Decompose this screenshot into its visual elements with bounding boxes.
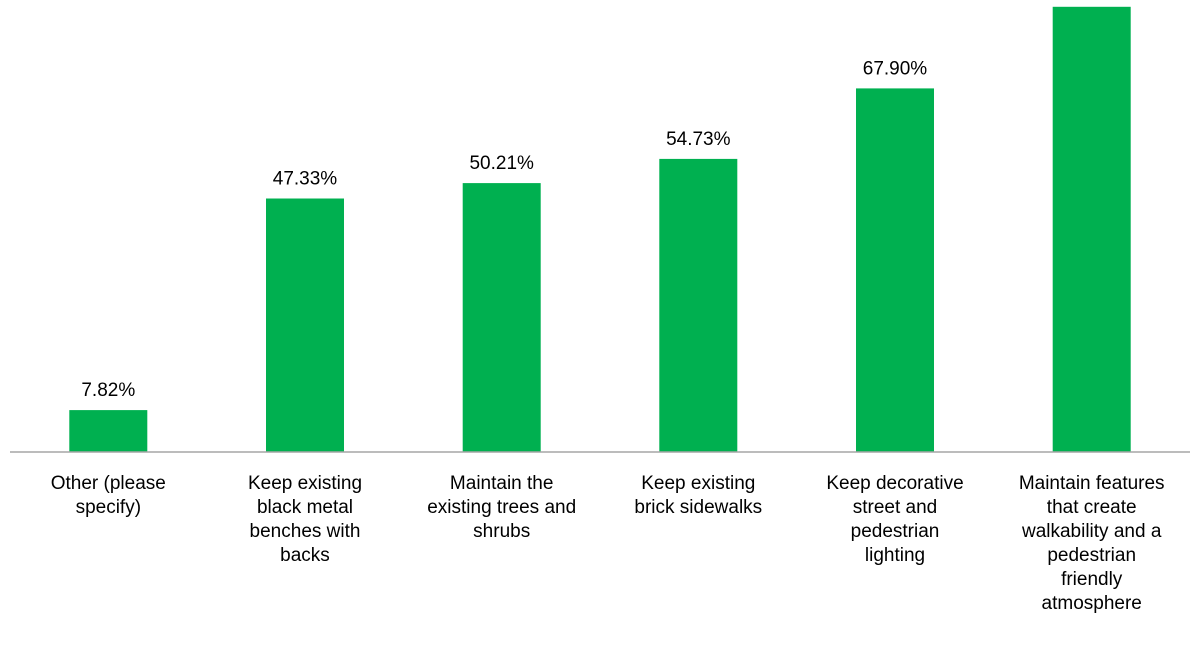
category-label: Maintain the existing trees and shrubs <box>407 472 597 544</box>
category-label-line: specify) <box>75 497 142 518</box>
category-label-line: Maintain features <box>1018 473 1165 494</box>
bar-value-label: 54.73% <box>666 129 731 150</box>
bar-value-label: 47.33% <box>273 169 338 190</box>
bar <box>659 158 738 452</box>
bar-value-label: 50.21% <box>469 153 534 174</box>
category-label-line: backs <box>280 545 330 566</box>
category-label-line: Keep decorative <box>826 473 964 494</box>
category-label-line: shrubs <box>473 521 531 542</box>
category-label-line: lighting <box>864 545 926 566</box>
bar-value-label: 7.82% <box>81 380 135 401</box>
bar <box>1052 6 1131 453</box>
category-label: Keep existing brick sidewalks <box>603 472 793 520</box>
bar-value-label: 67.90% <box>863 58 928 79</box>
category-label-line: pedestrian <box>1047 545 1137 566</box>
category-label: Keep decorative street and pedestrian light… <box>800 472 990 568</box>
category-label-line: street and <box>852 497 938 518</box>
category-label-line: Maintain the <box>449 473 554 494</box>
category-label: Maintain features that create walkability … <box>997 472 1187 616</box>
category-label: Other (please specify) <box>13 472 203 520</box>
bar <box>69 410 148 452</box>
category-label-line: brick sidewalks <box>634 497 763 518</box>
category-label: Keep existing black metal benches with back… <box>210 472 400 568</box>
category-label-line: Other (please <box>50 473 166 494</box>
category-label-line: Keep existing <box>641 473 756 494</box>
category-label-line: Keep existing <box>247 473 363 494</box>
category-label-line: friendly <box>1061 569 1123 590</box>
category-label-line: atmosphere <box>1041 593 1142 614</box>
bar <box>462 183 541 452</box>
category-label-line: walkability and a <box>1021 521 1162 542</box>
category-label-line: existing trees and <box>427 497 577 518</box>
bar <box>856 88 934 453</box>
bar <box>266 198 344 452</box>
category-label-line: that create <box>1046 497 1137 518</box>
category-label-line: pedestrian <box>850 521 940 542</box>
category-label-line: benches with <box>249 521 361 542</box>
category-label-line: black metal <box>256 497 354 518</box>
